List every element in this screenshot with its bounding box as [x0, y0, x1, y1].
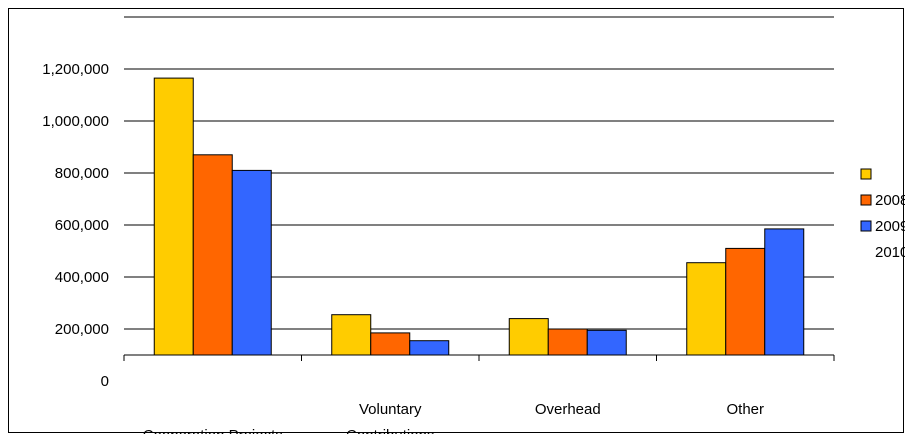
- bar: [508, 318, 549, 356]
- bar: [409, 340, 450, 356]
- bar: [153, 77, 194, 356]
- legend: 2008 2009 2010: [860, 168, 905, 261]
- y-tick-label: 200,000: [55, 321, 109, 338]
- bar-chart: 0 200,000 400,000 600,000 800,000 1,000,000 1,…: [42, 16, 905, 434]
- category-label: Overhead: [535, 401, 601, 418]
- legend-swatch: [860, 194, 872, 206]
- y-tick-label: 0: [101, 373, 109, 390]
- bars: [153, 77, 805, 356]
- x-axis: [123, 354, 835, 361]
- legend-label: 2008: [875, 192, 905, 209]
- legend-label: 2009: [875, 218, 905, 235]
- bar: [764, 228, 805, 356]
- y-tick-label: 600,000: [55, 217, 109, 234]
- chart-frame: 0 200,000 400,000 600,000 800,000 1,000,000 1,…: [8, 8, 905, 434]
- category-labels: Cooperation Projects Voluntary Contributio…: [143, 401, 764, 434]
- bar: [547, 328, 588, 356]
- y-tick-label: 1,200,000: [42, 61, 109, 78]
- bar: [231, 169, 272, 356]
- bar: [725, 247, 766, 356]
- y-axis-tick-labels: 0 200,000 400,000 600,000 800,000 1,000,000 1,…: [42, 61, 109, 390]
- y-tick-label: 800,000: [55, 165, 109, 182]
- legend-swatch: [860, 168, 872, 180]
- bar: [586, 329, 627, 356]
- legend-swatch: [860, 220, 872, 232]
- bar: [331, 314, 372, 356]
- y-tick-label: 1,000,000: [42, 113, 109, 130]
- y-tick-label: 400,000: [55, 269, 109, 286]
- bar: [192, 154, 233, 356]
- category-label: Other: [726, 401, 764, 418]
- bar: [370, 332, 411, 356]
- category-label: Contributions: [346, 427, 434, 434]
- legend-label: 2010: [875, 244, 905, 261]
- bar: [686, 262, 727, 356]
- category-label: Voluntary: [359, 401, 422, 418]
- category-label: Cooperation Projects: [143, 427, 283, 434]
